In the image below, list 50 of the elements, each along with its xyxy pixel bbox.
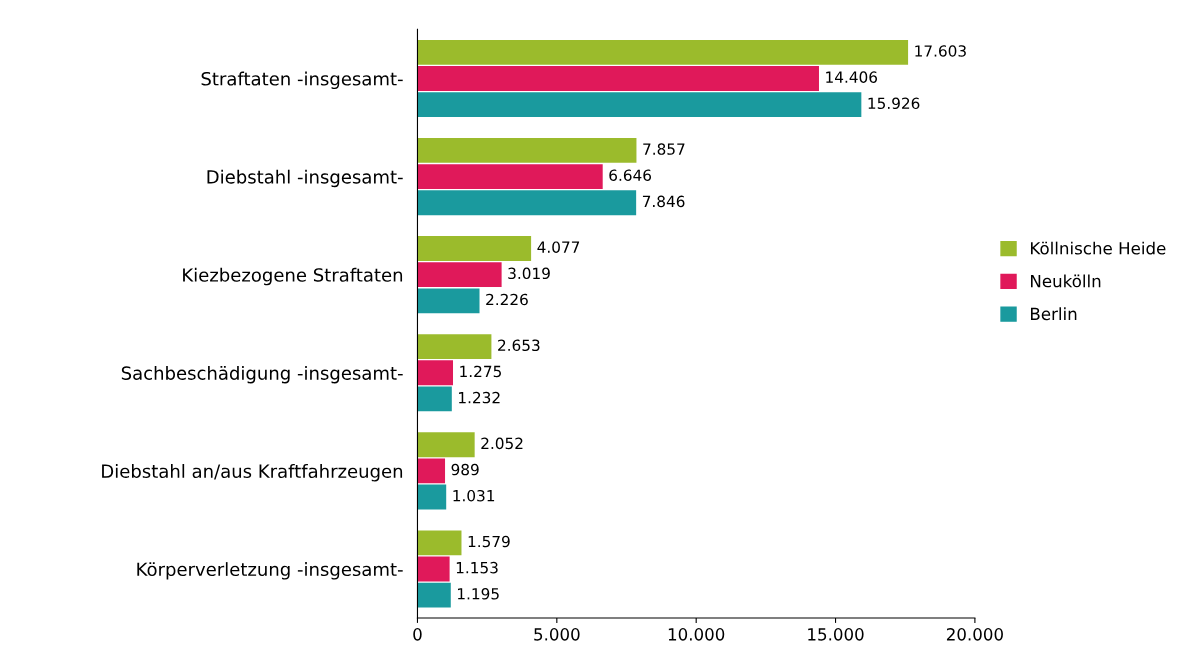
- bar: [417, 458, 446, 484]
- y-tick-label: Diebstahl an/aus Kraftfahrzeugen: [102, 464, 403, 482]
- data-label: 15.926: [868, 97, 920, 110]
- data-label: 1.153: [456, 561, 498, 574]
- y-tick-label: Sachbeschädigung -insgesamt-: [121, 365, 403, 384]
- data-label: 989: [451, 463, 479, 476]
- data-label: 1.195: [458, 588, 499, 600]
- bar: [417, 190, 637, 216]
- bar: [417, 262, 502, 288]
- bar: [417, 288, 480, 314]
- data-label: 17.603: [915, 45, 966, 57]
- x-tick-label: 0: [413, 628, 422, 641]
- y-tick-label: Körperverletzung -insgesamt-: [137, 562, 403, 580]
- data-label: 2.653: [498, 339, 540, 352]
- x-tick-label: 10.000: [668, 628, 725, 641]
- bar: [417, 484, 447, 510]
- x-tick-label: 15.000: [808, 628, 864, 641]
- data-label: 1.031: [453, 489, 495, 502]
- data-label: 6.646: [609, 169, 652, 182]
- bar: [417, 582, 451, 608]
- data-label: 1.232: [459, 391, 500, 404]
- bar: [417, 236, 532, 261]
- y-tick-label: Kiezbezogene Straftaten: [183, 267, 403, 286]
- data-label: 14.406: [826, 71, 878, 83]
- bar: [417, 556, 450, 582]
- bar: [417, 137, 637, 163]
- bar: [417, 360, 454, 386]
- y-tick-label: Straftaten -insgesamt-: [201, 71, 403, 90]
- bar: [417, 92, 862, 118]
- data-label: 3.019: [508, 267, 550, 280]
- data-label: 7.857: [643, 143, 685, 155]
- x-tick-label: 20.000: [946, 628, 1003, 641]
- bar: [417, 432, 475, 458]
- bar: [417, 164, 603, 190]
- x-tick-label: 5.000: [534, 628, 580, 641]
- y-tick-label: Diebstahl -insgesamt-: [207, 169, 403, 188]
- data-label: 7.846: [642, 195, 685, 208]
- bar: [417, 530, 462, 556]
- data-label: 1.275: [460, 365, 501, 378]
- data-label: 4.077: [537, 241, 580, 253]
- legend-label: Neukölln: [1031, 274, 1101, 288]
- data-label: 1.579: [468, 535, 510, 548]
- data-label: 2.052: [481, 437, 523, 450]
- bar: [417, 334, 492, 360]
- bar: [417, 39, 909, 65]
- bar: [417, 386, 452, 412]
- legend-label: Berlin: [1031, 307, 1077, 321]
- legend-label: Köllnische Heide: [1031, 241, 1166, 255]
- bar: [417, 66, 819, 91]
- data-label: 2.226: [486, 293, 528, 306]
